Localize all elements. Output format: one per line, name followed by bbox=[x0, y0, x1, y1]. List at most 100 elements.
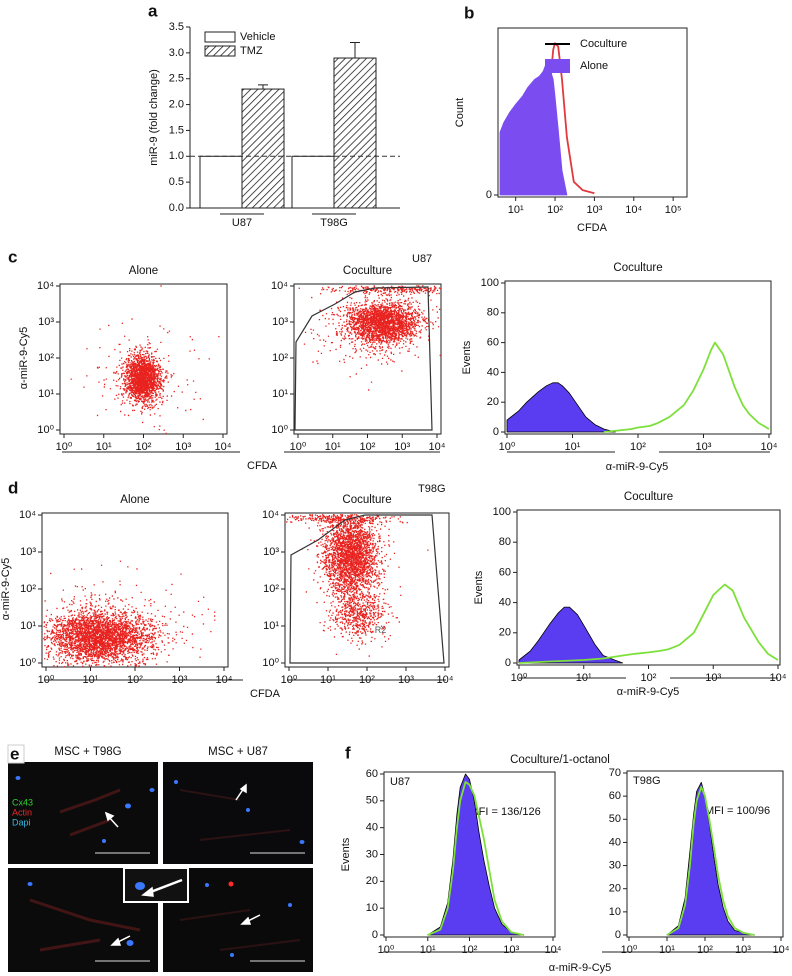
x-tick-label: 10³ bbox=[696, 441, 712, 453]
y-tick-label: 10⁴ bbox=[271, 280, 288, 292]
y-tick-label: 60 bbox=[609, 790, 621, 802]
bar bbox=[199, 155, 243, 209]
x-tick-label: 10⁰ bbox=[378, 944, 395, 956]
letter-box bbox=[7, 744, 25, 764]
chart-title: Coculture bbox=[624, 491, 673, 503]
column-title: MSC + U87 bbox=[208, 746, 268, 758]
column-title: MSC + T98G bbox=[54, 746, 121, 758]
y-axis-label: α-miR-9-Cy5 bbox=[18, 327, 30, 390]
cell-line-label: T98G bbox=[418, 483, 446, 495]
plot-frame bbox=[497, 27, 688, 198]
x-tick-label: 10² bbox=[360, 441, 376, 453]
panel-letter: c bbox=[8, 247, 17, 266]
histogram-line bbox=[518, 583, 779, 664]
histogram-line bbox=[666, 786, 755, 936]
x-tick-label: T98G bbox=[320, 217, 348, 229]
nuclei bbox=[15, 776, 305, 957]
y-tick-label: 60 bbox=[499, 566, 511, 578]
y-tick-label: 20 bbox=[487, 396, 499, 408]
y-tick-label: 20 bbox=[499, 627, 511, 639]
bar bbox=[241, 88, 285, 209]
stain-legend: Actin bbox=[12, 807, 32, 817]
x-tick-label: 10⁴ bbox=[429, 441, 446, 453]
inset bbox=[123, 867, 189, 903]
event-cloud bbox=[298, 285, 442, 391]
y-tick-label: 10¹ bbox=[20, 620, 36, 632]
panels: a b c d f U87 T98G Coculture/1-octanol M… bbox=[7, 1, 610, 972]
actin-stain bbox=[29, 788, 141, 952]
x-tick-label: 10⁴ bbox=[437, 674, 454, 686]
y-axis-label: Events bbox=[461, 340, 473, 374]
x-tick-label: 10¹ bbox=[659, 944, 675, 956]
micrograph bbox=[8, 762, 158, 864]
legend-label: Coculture bbox=[580, 38, 627, 50]
y-tick-label: 10³ bbox=[38, 316, 54, 328]
actin-stain bbox=[179, 789, 301, 951]
x-axis-label: α-miR-9-Cy5 bbox=[549, 962, 612, 974]
chart-title: Alone bbox=[120, 494, 149, 506]
x-axis-label: CFDA bbox=[250, 688, 281, 700]
x-axis-label: CFDA bbox=[577, 222, 608, 234]
stain-legend: Cx43 bbox=[12, 797, 33, 807]
x-tick-label: 10³ bbox=[175, 441, 191, 453]
legend-swatch bbox=[204, 31, 236, 43]
y-tick-label: 1.5 bbox=[169, 124, 184, 136]
y-tick-label: 70 bbox=[609, 767, 621, 779]
legend-label: Vehicle bbox=[240, 31, 275, 43]
histogram-area bbox=[518, 606, 624, 664]
y-tick-label: 10⁰ bbox=[19, 657, 36, 669]
x-tick-label: 10¹ bbox=[508, 204, 524, 216]
y-tick-label: 2.5 bbox=[169, 73, 184, 85]
y-tick-label: 0.0 bbox=[169, 202, 184, 214]
y-tick-label: 1.0 bbox=[169, 150, 184, 162]
micrographs: e bbox=[7, 744, 313, 972]
y-tick-label: 30 bbox=[609, 859, 621, 871]
y-tick-label: 40 bbox=[366, 822, 378, 834]
x-tick-label: 10² bbox=[547, 204, 563, 216]
bar bbox=[291, 155, 335, 209]
y-tick-label: 80 bbox=[487, 307, 499, 319]
y-tick-label: 0 bbox=[486, 189, 492, 201]
x-tick-label: 10³ bbox=[394, 441, 410, 453]
annotation: R2 bbox=[375, 625, 387, 635]
x-tick-label: 10⁰ bbox=[290, 441, 307, 453]
annotation: MFI = 136/126 bbox=[470, 806, 541, 818]
chart-title: Alone bbox=[129, 265, 158, 277]
y-axis-label: miR-9 (fold change) bbox=[148, 69, 160, 166]
x-tick-label: 10⁴ bbox=[761, 441, 778, 453]
panel-title: Coculture/1-octanol bbox=[510, 754, 610, 766]
x-tick-label: 10² bbox=[630, 441, 646, 453]
chart-title: T98G bbox=[633, 775, 661, 787]
y-tick-label: 3.5 bbox=[169, 21, 184, 33]
y-tick-label: 50 bbox=[609, 813, 621, 825]
y-tick-label: 10⁰ bbox=[37, 424, 54, 436]
panel-letter: d bbox=[8, 478, 18, 497]
gate bbox=[294, 286, 433, 431]
y-tick-label: 10³ bbox=[263, 546, 279, 558]
micrograph bbox=[163, 762, 313, 864]
y-tick-label: 10⁴ bbox=[19, 509, 36, 521]
event-cloud bbox=[286, 514, 429, 657]
y-tick-label: 0 bbox=[372, 929, 378, 941]
inset-nucleus bbox=[135, 882, 145, 890]
y-tick-label: 80 bbox=[499, 536, 511, 548]
y-tick-label: 40 bbox=[609, 836, 621, 848]
x-tick-label: 10⁴ bbox=[625, 204, 642, 216]
y-tick-label: 10² bbox=[263, 583, 279, 595]
x-tick-label: 10⁰ bbox=[621, 944, 638, 956]
legend-swatch bbox=[204, 45, 236, 57]
y-tick-label: 10¹ bbox=[38, 388, 54, 400]
x-tick-label: 10³ bbox=[735, 944, 751, 956]
cell-line-label: U87 bbox=[412, 253, 432, 265]
x-tick-label: 10³ bbox=[398, 674, 414, 686]
event-cloud bbox=[43, 560, 216, 668]
y-axis-label: Count bbox=[454, 98, 466, 127]
x-tick-label: 10² bbox=[462, 944, 478, 956]
x-tick-label: 10¹ bbox=[96, 441, 112, 453]
panel-letter: b bbox=[464, 3, 474, 22]
y-tick-label: 2.0 bbox=[169, 98, 184, 110]
x-tick-label: 10¹ bbox=[320, 674, 336, 686]
y-tick-label: 10¹ bbox=[263, 620, 279, 632]
y-tick-label: 40 bbox=[487, 366, 499, 378]
x-tick-label: 10¹ bbox=[325, 441, 341, 453]
